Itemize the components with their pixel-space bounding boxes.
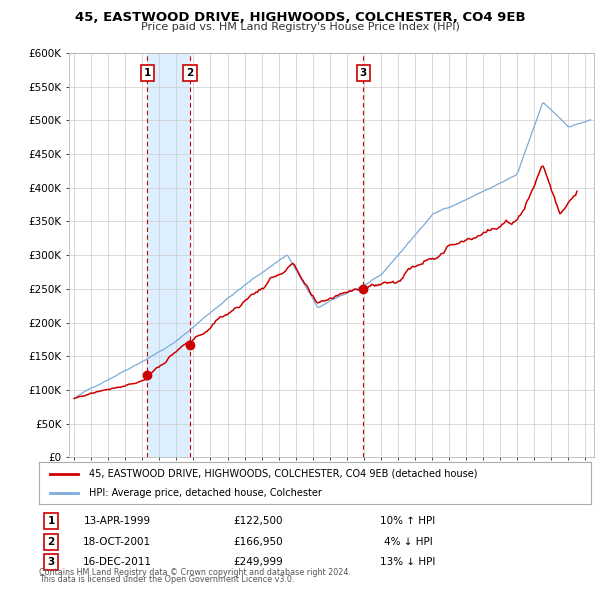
Text: 10% ↑ HPI: 10% ↑ HPI [380,516,436,526]
Text: £166,950: £166,950 [233,537,283,546]
Text: 3: 3 [47,558,55,567]
Text: 1: 1 [143,68,151,78]
Text: 13-APR-1999: 13-APR-1999 [83,516,151,526]
Text: 2: 2 [187,68,194,78]
Text: 18-OCT-2001: 18-OCT-2001 [83,537,151,546]
Text: 45, EASTWOOD DRIVE, HIGHWOODS, COLCHESTER, CO4 9EB (detached house): 45, EASTWOOD DRIVE, HIGHWOODS, COLCHESTE… [89,469,477,479]
Text: Contains HM Land Registry data © Crown copyright and database right 2024.: Contains HM Land Registry data © Crown c… [39,568,351,577]
Text: This data is licensed under the Open Government Licence v3.0.: This data is licensed under the Open Gov… [39,575,295,584]
Text: £249,999: £249,999 [233,558,283,567]
Bar [147,53,190,457]
Text: HPI: Average price, detached house, Colchester: HPI: Average price, detached house, Colc… [89,487,322,497]
Text: 13% ↓ HPI: 13% ↓ HPI [380,558,436,567]
Text: Price paid vs. HM Land Registry's House Price Index (HPI): Price paid vs. HM Land Registry's House … [140,22,460,32]
Text: £122,500: £122,500 [233,516,283,526]
Text: 3: 3 [359,68,367,78]
Text: 4% ↓ HPI: 4% ↓ HPI [383,537,433,546]
Text: 2: 2 [47,537,55,546]
Text: 45, EASTWOOD DRIVE, HIGHWOODS, COLCHESTER, CO4 9EB: 45, EASTWOOD DRIVE, HIGHWOODS, COLCHESTE… [74,11,526,24]
Text: 1: 1 [47,516,55,526]
Text: 16-DEC-2011: 16-DEC-2011 [83,558,151,567]
